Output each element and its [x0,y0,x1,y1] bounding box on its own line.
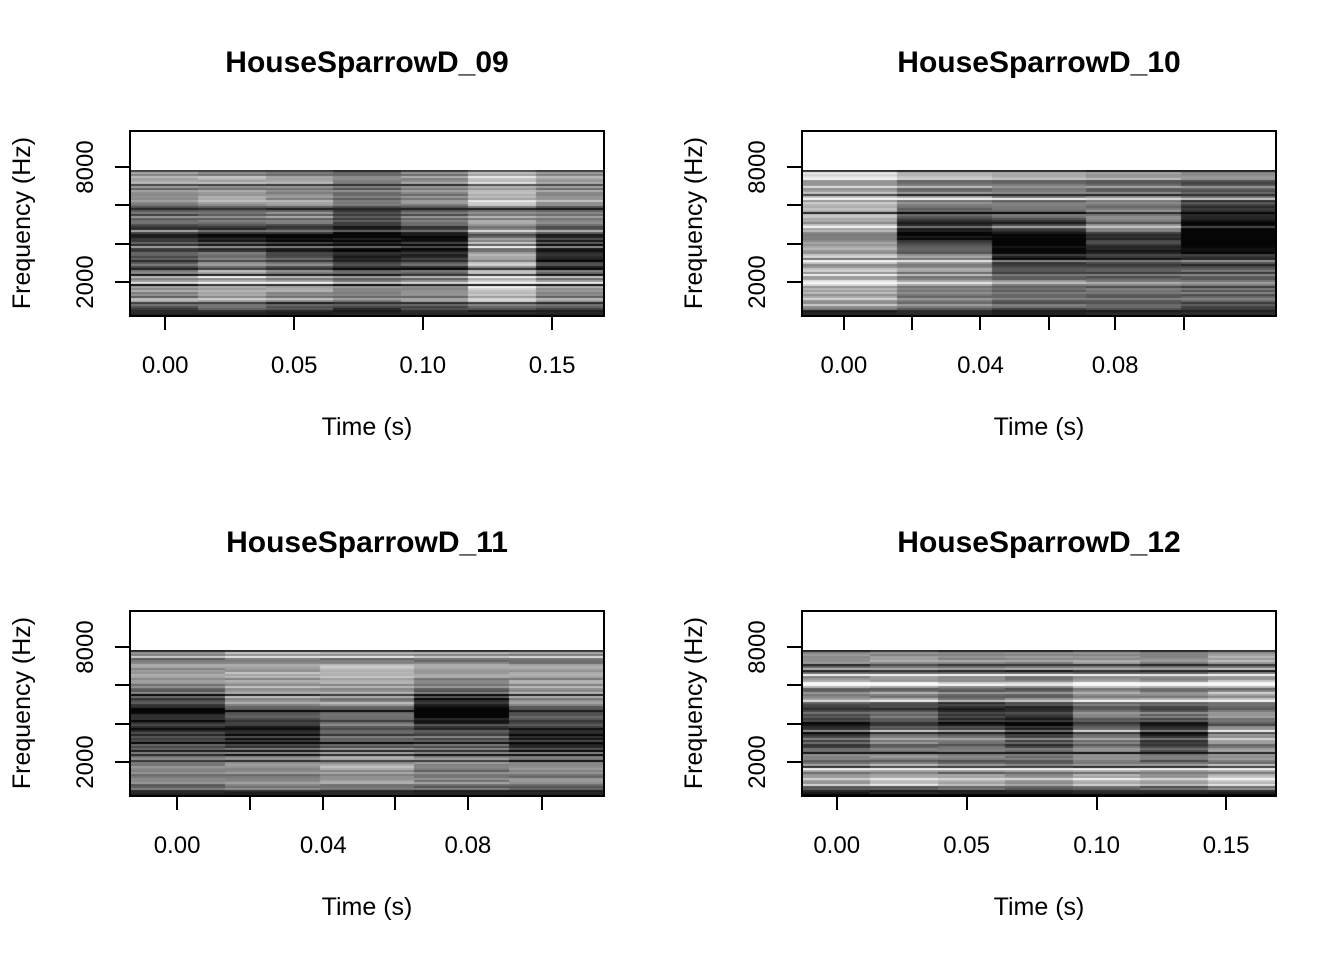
spectrogram-image [803,650,1275,795]
spectrogram-image [803,170,1275,315]
x-tick-mark [1182,317,1185,330]
y-axis-label: Frequency (Hz) [680,136,708,310]
x-tick-label: 0.05 [943,832,990,859]
y-tick-mark [115,242,129,245]
y-axis-label: Frequency (Hz) [8,616,36,790]
y-tick-mark [115,280,129,283]
x-tick-mark [1047,317,1050,330]
x-tick-mark [1095,797,1098,810]
x-tick-mark [466,797,469,810]
y-tick-label: 2000 [744,735,771,789]
x-tick-mark [322,797,325,810]
x-tick-mark [979,317,982,330]
panel-title: HouseSparrowD_11 [226,526,508,559]
y-tick-label: 2000 [72,255,99,309]
x-tick-label: 0.00 [153,832,201,859]
x-tick-mark [164,317,167,330]
y-tick-label: 8000 [744,620,771,674]
y-tick-label: 2000 [72,735,99,789]
y-tick-label: 8000 [744,140,771,194]
x-tick-mark [842,317,845,330]
panel-title: HouseSparrowD_09 [225,46,509,79]
y-tick-mark [787,722,801,725]
y-tick-label: 2000 [744,255,771,309]
y-tick-mark [115,204,129,207]
y-tick-mark [115,645,129,648]
x-tick-label: 0.05 [270,352,318,379]
y-axis-label: Frequency (Hz) [8,136,36,310]
y-tick-label: 8000 [72,620,99,674]
y-tick-label: 8000 [72,140,99,194]
y-tick-mark [787,280,801,283]
panel-title: HouseSparrowD_10 [897,46,1181,79]
x-tick-label: 0.08 [1091,352,1139,379]
y-tick-mark [787,204,801,207]
spectrogram-image [131,170,603,315]
x-tick-mark [176,797,179,810]
x-tick-label: 0.10 [1073,832,1120,859]
x-tick-mark [541,797,544,810]
x-tick-mark [421,317,424,330]
y-tick-mark [115,722,129,725]
y-tick-mark [787,684,801,687]
y-tick-mark [787,242,801,245]
x-tick-mark [910,317,913,330]
spectrogram-image [131,650,603,795]
x-tick-mark [293,317,296,330]
x-tick-mark [248,797,251,810]
x-tick-label: 0.15 [528,352,576,379]
x-tick-mark [965,797,968,810]
x-axis-label: Time (s) [321,893,413,921]
y-axis-label: Frequency (Hz) [680,616,708,790]
x-axis-label: Time (s) [321,413,413,441]
x-tick-label: 0.08 [444,832,492,859]
x-tick-mark [835,797,838,810]
x-tick-mark [394,797,397,810]
x-tick-mark [1114,317,1117,330]
x-tick-label: 0.10 [399,352,447,379]
y-tick-mark [787,165,801,168]
x-tick-label: 0.15 [1202,832,1250,859]
x-tick-mark [1225,797,1228,810]
x-axis-label: Time (s) [993,413,1085,441]
x-tick-mark [551,317,554,330]
y-tick-mark [115,165,129,168]
spectrogram-panel: HouseSparrowD_09 Frequency (Hz) Time (s)… [0,0,672,480]
x-tick-label: 0.00 [141,352,189,379]
x-axis-label: Time (s) [993,893,1085,921]
spectrogram-panel: HouseSparrowD_10 Frequency (Hz) Time (s)… [672,0,1344,480]
y-tick-mark [115,684,129,687]
x-tick-label: 0.04 [299,832,347,859]
x-tick-label: 0.00 [820,352,868,379]
x-tick-label: 0.04 [957,352,1004,379]
x-tick-label: 0.00 [813,832,861,859]
y-tick-mark [787,645,801,648]
panel-title: HouseSparrowD_12 [897,526,1181,559]
y-tick-mark [787,760,801,763]
spectrogram-panel: HouseSparrowD_11 Frequency (Hz) Time (s)… [0,480,672,960]
spectrogram-panel: HouseSparrowD_12 Frequency (Hz) Time (s)… [672,480,1344,960]
y-tick-mark [115,760,129,763]
